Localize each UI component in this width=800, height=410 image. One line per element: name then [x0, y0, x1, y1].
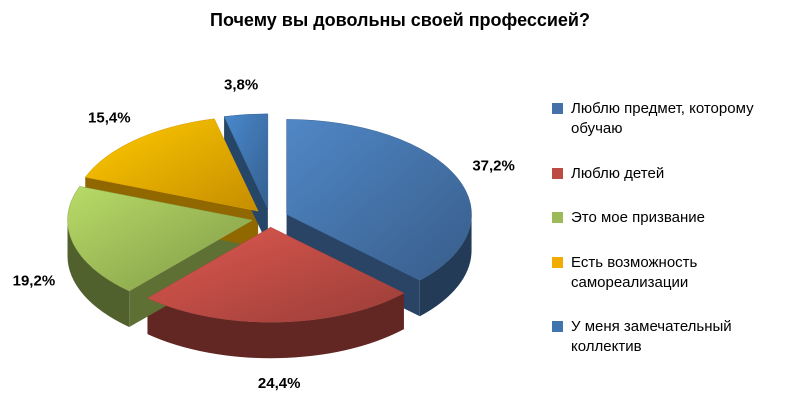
- slice-value-label: 15,4%: [88, 109, 131, 126]
- pie-slice-side: [147, 293, 404, 359]
- legend-marker-icon: [552, 321, 563, 332]
- legend-marker-icon: [552, 103, 563, 114]
- pie-slice: [146, 226, 405, 323]
- legend-item: Есть возможность самореализации: [552, 253, 766, 293]
- slice-value-label: 24,4%: [258, 375, 301, 392]
- legend-item: Люблю детей: [552, 164, 766, 184]
- legend-item: Это мое призвание: [552, 208, 766, 228]
- legend-marker-icon: [552, 256, 563, 268]
- pie-slice: [286, 119, 472, 281]
- pie-slice-side: [224, 116, 268, 245]
- pie-chart: 37,2% 24,4% 19,2% 15,4% 3,8%: [13, 77, 515, 392]
- legend-label: Люблю предмет, которому обучаю: [571, 100, 754, 137]
- legend-label: Есть возможность самореализации: [571, 253, 698, 291]
- legend: Люблю предмет, которому обучаю Люблю дете…: [552, 99, 766, 357]
- legend-label: У меня замечательный коллектив: [571, 318, 732, 355]
- pie-slice: [84, 118, 259, 212]
- pie-slice: [67, 186, 254, 292]
- pie-slice-side: [67, 220, 130, 328]
- pie-slice: [223, 113, 269, 209]
- slice-value-label: 19,2%: [13, 272, 56, 289]
- legend-label: Это мое призвание: [571, 209, 706, 226]
- chart-title: Почему вы довольны своей профессией?: [210, 10, 590, 30]
- legend-item: У меня замечательный коллектив: [552, 317, 766, 357]
- slice-value-label: 37,2%: [472, 158, 515, 175]
- legend-item: Люблю предмет, которому обучаю: [552, 99, 766, 139]
- legend-marker-icon: [552, 167, 563, 179]
- legend-marker-icon: [552, 212, 563, 223]
- slice-value-label: 3,8%: [224, 77, 258, 94]
- pie-slice-side: [419, 214, 472, 317]
- legend-label: Люблю детей: [571, 164, 665, 182]
